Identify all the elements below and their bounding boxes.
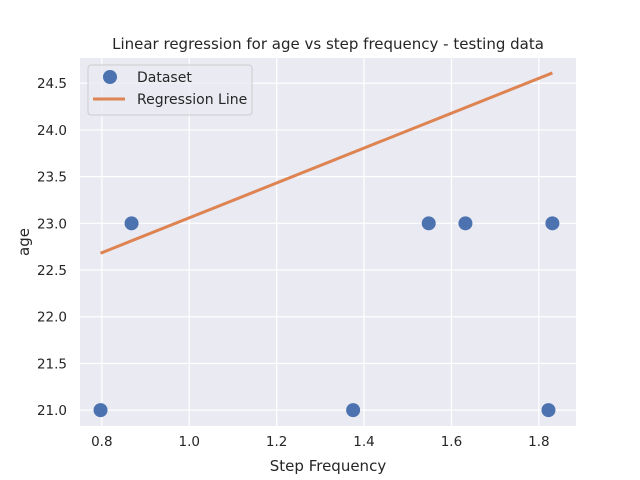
- data-layer: [93, 71, 560, 418]
- x-tick-label: 0.8: [91, 434, 112, 450]
- y-tick-label: 22.0: [37, 310, 67, 326]
- regression-line: [99, 71, 553, 255]
- x-tick-label: 1.0: [179, 434, 200, 450]
- data-point: [458, 216, 473, 231]
- legend-label-regression-line: Regression Line: [137, 92, 247, 108]
- data-point: [124, 216, 139, 231]
- x-tick-label: 1.2: [266, 434, 287, 450]
- legend: Dataset Regression Line: [87, 64, 253, 116]
- y-tick-label: 24.5: [37, 76, 67, 92]
- legend-label-dataset: Dataset: [137, 70, 192, 86]
- chart-title: Linear regression for age vs step freque…: [112, 35, 544, 53]
- y-tick-label: 22.5: [37, 263, 67, 279]
- data-point: [421, 216, 436, 231]
- legend-marker-dataset: [103, 70, 117, 84]
- plot-area: [80, 58, 576, 426]
- x-axis-label: Step Frequency: [270, 457, 387, 475]
- x-tick-label: 1.6: [441, 434, 462, 450]
- y-tick-label: 24.0: [37, 123, 67, 139]
- data-point: [93, 403, 108, 418]
- legend-box: [87, 64, 253, 116]
- x-tick-label: 1.4: [353, 434, 374, 450]
- data-point: [346, 403, 361, 418]
- x-tick-label: 1.8: [528, 434, 549, 450]
- y-tick-label: 21.0: [37, 403, 67, 419]
- ticks: 0.8 1.0 1.2 1.4 1.6 1.8 21.0 21.5 22.0 22.5 23.0 23…: [37, 76, 550, 450]
- y-axis-label: age: [15, 228, 33, 256]
- y-tick-label: 21.5: [37, 356, 67, 372]
- y-tick-label: 23.5: [37, 170, 67, 186]
- y-tick-label: 23.0: [37, 216, 67, 232]
- data-point: [545, 216, 560, 231]
- grid: [80, 58, 576, 426]
- data-point: [541, 403, 556, 418]
